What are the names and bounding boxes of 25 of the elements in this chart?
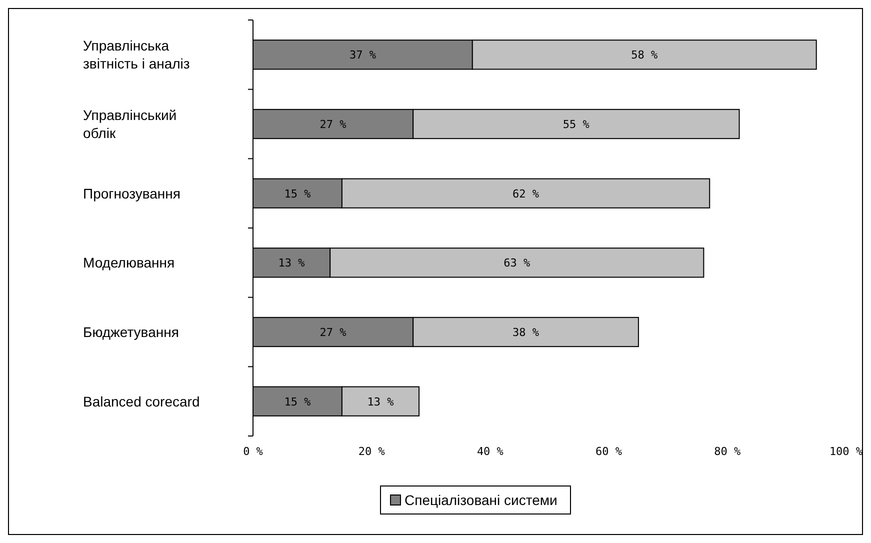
x-tick-label: 20 % xyxy=(358,445,386,458)
y-tick-label: Balanced corecard xyxy=(83,393,200,410)
data-label: 58 % xyxy=(631,48,658,62)
y-tick-label: Управлінська звітність і аналіз xyxy=(83,38,190,72)
data-label: 38 % xyxy=(512,326,540,339)
y-tick-label: Управлінський облік xyxy=(83,107,177,141)
data-label: 15 % xyxy=(284,395,312,408)
data-label: 27 % xyxy=(320,118,347,131)
data-label: 13 % xyxy=(278,256,306,270)
legend-label: Спеціалізовані системи xyxy=(404,492,558,508)
data-label: 13 % xyxy=(367,395,394,408)
y-tick-label: Моделювання xyxy=(83,254,175,271)
data-label: 37 % xyxy=(349,48,376,62)
x-tick-label: 80 % xyxy=(714,445,742,458)
data-label: 62 % xyxy=(512,187,540,200)
x-tick-label: 40 % xyxy=(476,445,504,458)
data-label: 63 % xyxy=(504,256,531,270)
data-label: 27 % xyxy=(320,326,347,339)
x-tick-label: 0 % xyxy=(243,445,264,458)
y-tick-label: Прогнозування xyxy=(83,185,180,202)
x-tick-label: 100 % xyxy=(829,445,863,458)
data-label: 15 % xyxy=(284,187,312,200)
x-tick-label: 60 % xyxy=(596,445,622,458)
data-label: 55 % xyxy=(562,118,590,131)
y-tick-label: Бюджетування xyxy=(83,324,179,340)
